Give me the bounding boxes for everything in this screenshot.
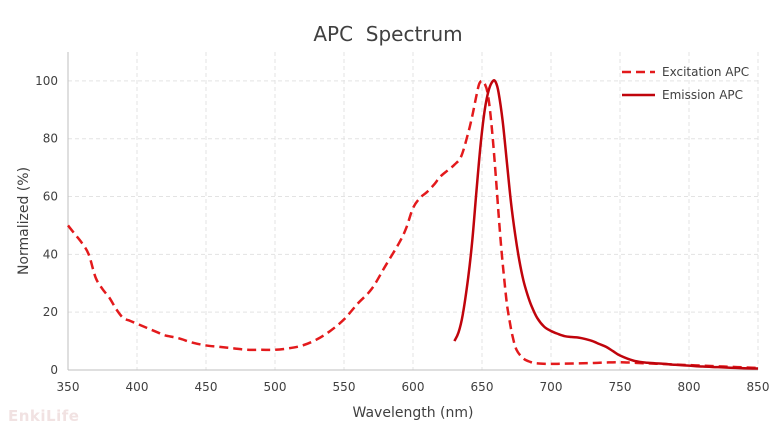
x-tick-label: 800 — [678, 380, 701, 394]
legend-label-emission: Emission APC — [662, 88, 743, 102]
y-tick-label: 60 — [43, 190, 58, 204]
legend: Excitation APC Emission APC — [622, 65, 749, 102]
watermark-logo: EnkiLife — [8, 407, 80, 425]
x-tick-label: 450 — [195, 380, 218, 394]
series-line-emission — [453, 79, 759, 370]
x-tick-label: 550 — [333, 380, 356, 394]
y-tick-label: 80 — [43, 132, 58, 146]
y-tick-label: 0 — [50, 363, 58, 377]
grid — [68, 52, 759, 370]
legend-label-excitation: Excitation APC — [662, 65, 749, 79]
x-tick-label: 700 — [540, 380, 563, 394]
x-tick-label: 850 — [747, 380, 770, 394]
x-tick-label: 500 — [264, 380, 287, 394]
y-tick-label: 100 — [35, 74, 58, 88]
y-tick-label: 20 — [43, 305, 58, 319]
y-tick-label: 40 — [43, 247, 58, 261]
series-lines — [67, 79, 759, 370]
series-line-excitation — [67, 79, 759, 370]
x-tick-label: 400 — [126, 380, 149, 394]
x-tick-label: 350 — [57, 380, 80, 394]
x-tick-label: 750 — [609, 380, 632, 394]
axes: 350 400 450 500 550 600 650 700 750 800 850 0 20 40 60… — [35, 52, 769, 394]
chart-title: APC Spectrum — [313, 22, 462, 46]
x-tick-label: 650 — [471, 380, 494, 394]
x-axis-label: Wavelength (nm) — [353, 405, 474, 421]
y-axis-label: Normalized (%) — [16, 167, 32, 275]
x-tick-label: 600 — [402, 380, 425, 394]
